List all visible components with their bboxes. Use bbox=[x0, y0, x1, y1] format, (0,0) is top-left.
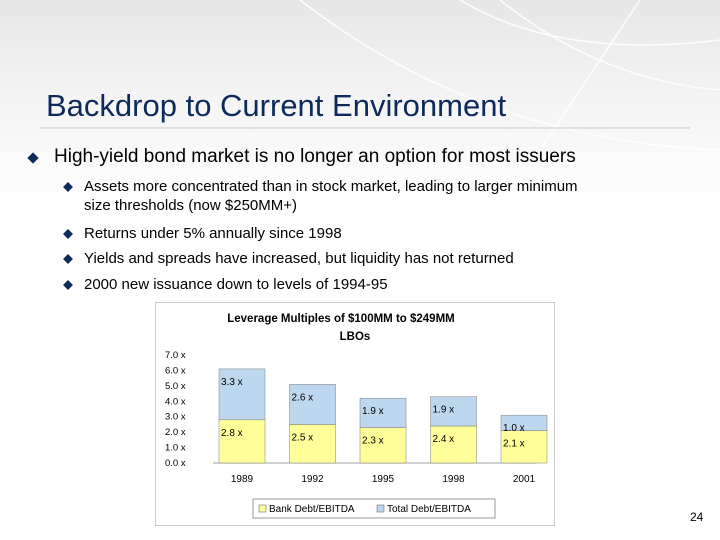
legend-label-total-debt: Total Debt/EBITDA bbox=[387, 504, 471, 515]
sub-bullet-text: Yields and spreads have increased, but l… bbox=[84, 250, 514, 267]
x-tick-label: 1989 bbox=[231, 474, 254, 485]
diamond-bullet-icon bbox=[27, 152, 39, 164]
bank-debt-bar bbox=[359, 427, 407, 464]
bank-debt-bar bbox=[500, 430, 548, 464]
total-debt-bar bbox=[218, 368, 266, 421]
total-debt-bar bbox=[289, 384, 336, 425]
leverage-chart: Leverage Multiples of $100MM to $249MM L… bbox=[155, 302, 555, 526]
diamond-bullet-icon bbox=[63, 254, 73, 264]
y-tick-label: 2.0 x bbox=[165, 427, 186, 438]
legend-swatch-total-debt bbox=[376, 504, 385, 513]
x-tick-label: 1995 bbox=[372, 474, 395, 485]
bar-value-label: 2.1 x bbox=[503, 439, 525, 450]
bar-value-label: 2.4 x bbox=[433, 434, 455, 445]
total-debt-bar bbox=[359, 397, 407, 428]
sub-bullet-text: Returns under 5% annually since 1998 bbox=[84, 225, 342, 242]
chart-title-line1: Leverage Multiples of $100MM to $249MM bbox=[227, 313, 455, 325]
sub-bullet-text: size thresholds (now $250MM+) bbox=[84, 197, 298, 214]
bar-value-label: 2.8 x bbox=[221, 428, 243, 439]
y-tick-label: 4.0 x bbox=[165, 396, 186, 407]
chart-title-line2: LBOs bbox=[340, 331, 371, 343]
diamond-bullet-icon bbox=[63, 229, 73, 239]
bar-value-label: 2.5 x bbox=[292, 432, 314, 443]
legend-box bbox=[252, 498, 496, 519]
y-tick-label: 6.0 x bbox=[165, 365, 186, 376]
diamond-bullet-icon bbox=[63, 280, 73, 290]
y-tick-label: 0.0 x bbox=[165, 458, 186, 469]
bank-debt-bar bbox=[218, 419, 266, 464]
diamond-bullet-icon bbox=[63, 182, 73, 192]
legend-swatch-bank-debt bbox=[258, 504, 267, 513]
y-tick-label: 1.0 x bbox=[165, 443, 186, 454]
slide-title: Backdrop to Current Environment bbox=[46, 88, 507, 123]
bank-debt-bar bbox=[430, 425, 477, 464]
bar-value-label: 2.6 x bbox=[292, 392, 314, 403]
page-number: 24 bbox=[690, 510, 704, 524]
bar-value-label: 1.9 x bbox=[362, 406, 384, 417]
bar-value-label: 1.0 x bbox=[503, 423, 525, 434]
total-debt-bar bbox=[500, 414, 548, 431]
sub-bullet-text: Assets more concentrated than in stock m… bbox=[84, 178, 578, 195]
bar-value-label: 1.9 x bbox=[433, 405, 455, 416]
x-tick-label: 1998 bbox=[442, 474, 465, 485]
legend-label-bank-debt: Bank Debt/EBITDA bbox=[269, 504, 355, 515]
y-tick-label: 7.0 x bbox=[165, 350, 186, 361]
sub-bullet-text: 2000 new issuance down to levels of 1994… bbox=[84, 276, 388, 293]
x-tick-label: 1992 bbox=[301, 474, 324, 485]
y-tick-label: 3.0 x bbox=[165, 412, 186, 423]
bar-value-label: 2.3 x bbox=[362, 436, 384, 447]
bank-debt-bar bbox=[289, 424, 336, 464]
y-tick-label: 5.0 x bbox=[165, 381, 186, 392]
bar-value-label: 3.3 x bbox=[221, 377, 243, 388]
total-debt-bar bbox=[430, 396, 477, 427]
x-tick-label: 2001 bbox=[513, 474, 536, 485]
main-bullet-text: High-yield bond market is no longer an o… bbox=[54, 146, 576, 167]
